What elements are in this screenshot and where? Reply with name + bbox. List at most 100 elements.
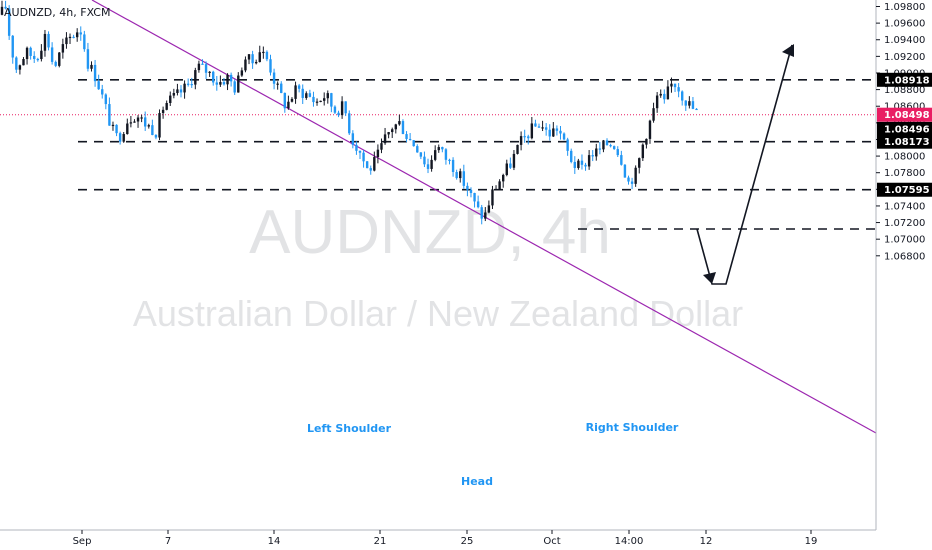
candle-down <box>416 146 419 153</box>
candle-up <box>587 155 591 167</box>
candle-down <box>83 34 86 50</box>
candle-up <box>68 36 72 39</box>
price-tick-label: 1.09600 <box>884 19 925 30</box>
price-axis[interactable]: 1.098001.096001.094001.092001.090001.088… <box>875 0 932 530</box>
candle-down <box>229 74 233 82</box>
candle-up <box>43 33 47 51</box>
time-tick-label: Oct <box>543 536 560 547</box>
candle-down <box>265 51 269 60</box>
candle-down <box>691 101 695 109</box>
candle-down <box>423 156 426 165</box>
time-axis[interactable]: Sep 7 14 21 25 Oct 14:00 12 19 <box>0 529 932 550</box>
candle-down <box>280 83 283 93</box>
candle-up <box>22 59 25 66</box>
candle-up <box>315 101 319 103</box>
candle-down <box>251 54 254 64</box>
candle-up <box>244 59 247 71</box>
candle-up <box>433 150 437 160</box>
candle-up <box>258 52 261 62</box>
candle-down <box>451 159 455 173</box>
candle-down <box>86 49 90 69</box>
price-tick-label: 1.09200 <box>884 52 925 63</box>
candle-up <box>219 82 222 85</box>
candle-up <box>208 71 211 73</box>
candle-down <box>212 71 215 83</box>
candle-down <box>544 127 548 130</box>
candle-up <box>491 189 494 206</box>
arrowhead-down-icon <box>703 272 716 284</box>
candle-down <box>330 93 333 107</box>
candle-up <box>61 44 65 53</box>
candle-up <box>659 93 662 96</box>
candle-down <box>684 100 687 106</box>
trendline[interactable] <box>91 0 877 434</box>
candle-down <box>455 172 458 179</box>
candle-up <box>502 174 505 182</box>
candle-up <box>670 83 673 87</box>
candle-down <box>355 144 358 151</box>
candle-up <box>240 70 244 76</box>
candle-up <box>161 109 165 114</box>
candle-down <box>466 185 469 190</box>
time-tick-label: Sep <box>73 536 92 547</box>
candle-up <box>247 54 251 60</box>
candle-up <box>430 159 433 169</box>
candle-down <box>272 72 276 84</box>
candle-down <box>308 93 312 97</box>
candle-down <box>101 89 104 95</box>
candle-up <box>136 117 140 122</box>
candle-up <box>516 144 519 154</box>
candle-down <box>358 150 362 153</box>
candle-up <box>294 85 297 99</box>
candle-down <box>405 134 408 139</box>
candle-up <box>505 163 508 175</box>
candle-down <box>362 152 365 162</box>
candle-down <box>673 83 677 88</box>
candle-down <box>190 84 193 86</box>
candle-up <box>0 6 4 15</box>
price-tick-label: 1.06800 <box>884 251 925 262</box>
candle-up <box>376 149 380 158</box>
candle-up <box>323 98 326 101</box>
price-tick-label: 1.07200 <box>884 218 925 229</box>
candle-up <box>398 121 401 125</box>
candle-down <box>570 150 573 162</box>
time-tick-label: 14 <box>268 536 281 547</box>
candle-up <box>90 64 93 69</box>
candle-up <box>380 143 383 150</box>
candle-down <box>348 113 351 134</box>
candle-down <box>584 164 587 167</box>
price-tag <box>877 121 932 136</box>
candle-down <box>144 117 147 127</box>
price-tag-label: 1.08498 <box>884 110 930 121</box>
candle-up <box>638 158 641 168</box>
candle-up <box>319 100 322 103</box>
candle-down <box>609 145 612 147</box>
candle-down <box>93 64 97 82</box>
candle-up <box>652 108 655 121</box>
time-tick-label: 12 <box>700 536 713 547</box>
candle-up <box>133 121 136 123</box>
candle-down <box>473 192 476 202</box>
label-head: Head <box>461 475 493 488</box>
candle-up <box>129 122 133 124</box>
candle-down <box>555 128 559 131</box>
candle-up <box>383 134 387 144</box>
candle-down <box>108 104 111 126</box>
candle-up <box>126 123 129 135</box>
candle-up <box>552 128 555 137</box>
candle-down <box>283 92 287 109</box>
price-tick-label: 1.08000 <box>884 152 925 163</box>
horizontal-levels <box>78 78 876 230</box>
candle-down <box>448 159 451 162</box>
candle-up <box>387 132 390 135</box>
candle-up <box>111 124 115 127</box>
candle-up <box>183 83 186 93</box>
candle-down <box>616 149 619 156</box>
candle-down <box>591 155 594 157</box>
candle-down <box>351 133 355 145</box>
candle-up <box>194 70 197 85</box>
candle-down <box>36 58 39 61</box>
candle-up <box>498 181 501 190</box>
